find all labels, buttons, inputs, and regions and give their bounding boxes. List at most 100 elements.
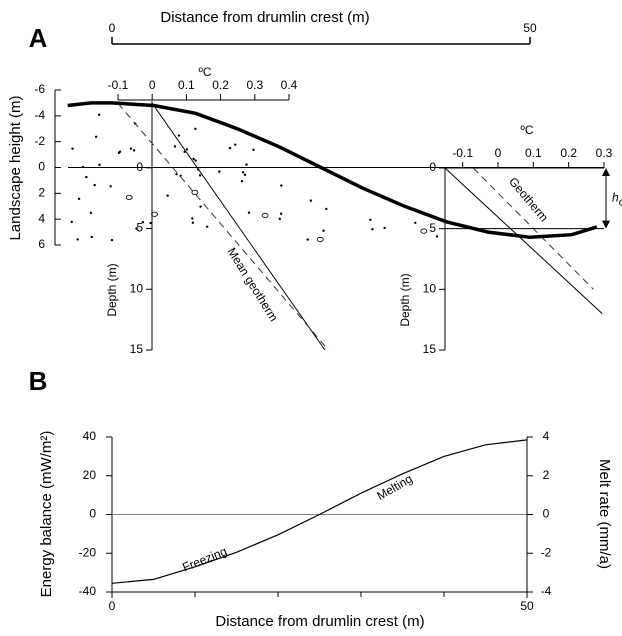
inset-x-tick-label: -0.1 (108, 78, 129, 92)
stipple-dot (191, 221, 195, 224)
inset-y-title: Depth (m) (398, 273, 412, 326)
geotherm-label: Mean geotherm (224, 245, 280, 324)
geotherm-line (444, 167, 603, 314)
inset-x-tick-label: -0.1 (452, 146, 473, 160)
stipple-pebble (191, 189, 199, 196)
x-tick-label: 50 (520, 599, 534, 613)
stipple-dot (141, 220, 145, 224)
x-tick-label: 0 (109, 21, 116, 35)
stipple-dot (371, 228, 374, 231)
inset-x-tick-label: 0.2 (560, 146, 577, 160)
stipple-dot (132, 149, 136, 152)
y-tick-label: 0 (89, 507, 96, 521)
stipple-dot (173, 145, 177, 148)
stipple-dot (149, 221, 152, 225)
stipple-dot (306, 238, 309, 241)
stipple-dot (218, 170, 221, 173)
curve-label: Freezing (180, 544, 229, 574)
y-tick-label: -4 (34, 108, 45, 122)
inset-x-tick-label: 0.1 (525, 146, 542, 160)
stipple-dot (98, 163, 101, 167)
surface-line (67, 101, 598, 240)
inset-y-tick-label: 15 (130, 342, 144, 356)
stipple-dot (109, 185, 112, 188)
thickness-label: ho (612, 191, 622, 209)
stipple-dot (135, 227, 138, 230)
stipple-dot (117, 151, 121, 155)
inset-x-tick-label: 0 (149, 78, 156, 92)
geotherm-label: Geotherm (506, 175, 551, 225)
stipple-dot (325, 207, 328, 211)
inset-x-title: ºC (520, 123, 533, 137)
y-tick-label: -6 (34, 82, 45, 96)
stipple-dot (81, 165, 85, 169)
stipple-dot (279, 212, 283, 215)
stipple-dot (435, 235, 439, 238)
inset-y-tick-label: 15 (423, 342, 437, 356)
stipple-dot (243, 173, 247, 176)
inset-y-tick-label: 5 (136, 221, 143, 235)
stipple-dot (129, 147, 133, 150)
inset-y-tick-label: 0 (429, 160, 436, 174)
stipple-pebble (316, 236, 324, 243)
y-tick-label: -2 (34, 134, 45, 148)
stipple-dot (179, 174, 182, 177)
inset-x-tick-label: 0.2 (212, 78, 229, 92)
inset-y-tick-label: 10 (130, 281, 144, 295)
y2-tick-label: 4 (543, 429, 550, 443)
stipple-dot (309, 199, 313, 202)
y-tick-label: -20 (79, 545, 97, 559)
x-axis-title: Distance from drumlin crest (m) (160, 9, 369, 26)
stipple-dot (245, 163, 248, 166)
stipple-pebble (420, 228, 428, 234)
inset-y-title: Depth (m) (105, 263, 119, 316)
inset-y-tick-label: 10 (423, 282, 437, 296)
energy-line (111, 439, 528, 584)
stipple-dot (194, 159, 197, 162)
stipple-dot (252, 148, 255, 151)
inset-x-tick-label: 0.3 (246, 78, 263, 92)
curve-label: Melting (374, 472, 415, 503)
x-tick-label: 50 (523, 21, 537, 35)
y-axis-title: Landscape height (m) (7, 95, 24, 240)
y-axis-title: Energy balance (mW/m²) (38, 431, 55, 598)
stipple-dot (76, 238, 79, 241)
y2-tick-label: -2 (541, 545, 552, 559)
inset-y-tick-label: 0 (136, 160, 143, 174)
y-tick-label: 6 (38, 237, 45, 251)
stipple-dot (240, 180, 244, 183)
stipple-dot (177, 134, 181, 137)
stipple-dot (241, 171, 245, 174)
inset-x-tick-label: 0.4 (281, 78, 298, 92)
stipple-pebble (125, 194, 133, 201)
stipple-dot (234, 143, 237, 146)
stipple-dot (89, 211, 93, 215)
inset-x-tick-label: 0 (495, 146, 502, 160)
y-tick-label: -40 (79, 584, 97, 598)
stipple-dot (191, 217, 194, 220)
stipple-dot (194, 127, 197, 131)
x-tick-label: 0 (109, 599, 116, 613)
stipple-dot (97, 113, 101, 116)
inset-x-tick-label: 0.3 (596, 146, 613, 160)
y-tick-label: 0 (38, 160, 45, 174)
stipple-pebble (261, 212, 269, 219)
y2-tick-label: 2 (543, 468, 550, 482)
stipple-dot (94, 135, 98, 138)
geotherm-line (151, 103, 326, 351)
stipple-dot (322, 229, 325, 232)
stipple-dot (228, 146, 232, 150)
stipple-dot (166, 194, 169, 197)
x-axis-title: Distance from drumlin crest (m) (215, 613, 424, 630)
stipple-dot (247, 211, 251, 214)
stipple-dot (205, 225, 209, 228)
stipple-dot (192, 157, 195, 161)
stipple-dot (90, 235, 93, 239)
y-tick-label: 20 (83, 468, 97, 482)
stipple-dot (198, 174, 202, 177)
y2-axis-title: Melt rate (mm/a) (596, 459, 613, 569)
thickness-symbol: h (612, 191, 619, 205)
stipple-dot (185, 148, 189, 151)
inset-x-tick-label: 0.1 (178, 78, 195, 92)
